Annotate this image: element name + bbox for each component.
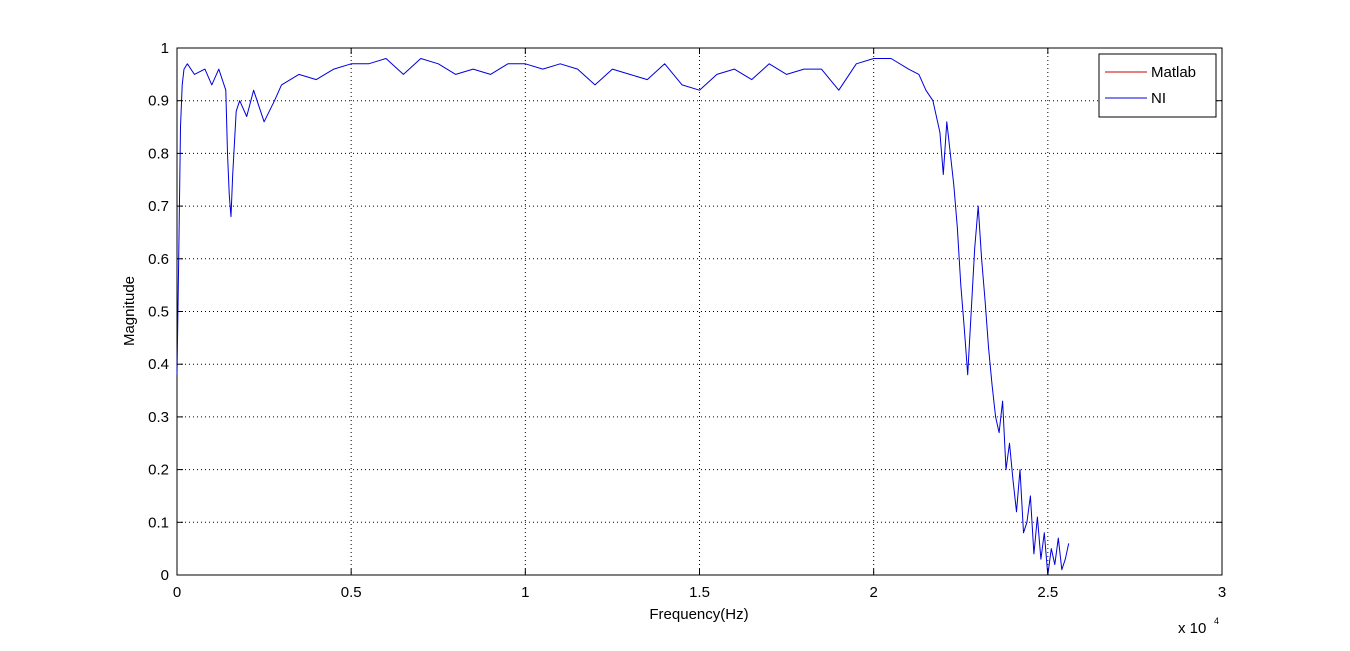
x-tick-label: 3 bbox=[1218, 584, 1226, 601]
y-tick-label: 0.4 bbox=[148, 356, 169, 373]
y-tick-label: 0.2 bbox=[148, 462, 169, 479]
x-axis-label: Frequency(Hz) bbox=[649, 606, 748, 623]
x-tick-label: 1 bbox=[521, 584, 529, 601]
legend-label-ni: NI bbox=[1151, 90, 1166, 107]
x-multiplier-exponent: 4 bbox=[1214, 616, 1219, 626]
data-layer bbox=[176, 58, 1070, 576]
grid bbox=[177, 48, 1222, 575]
y-tick-label: 0.1 bbox=[148, 514, 169, 531]
y-axis-label: Magnitude bbox=[121, 276, 138, 346]
y-tick-label: 0 bbox=[161, 567, 169, 584]
y-tick-label: 0.5 bbox=[148, 304, 169, 321]
x-tick-label: 0.5 bbox=[341, 584, 362, 601]
x-tick-label: 0 bbox=[173, 584, 181, 601]
y-tick-label: 0.3 bbox=[148, 409, 169, 426]
y-tick-label: 1 bbox=[161, 40, 169, 57]
axis-ticks: 0 0.5 1 1.5 2 2.5 3 0 0.1 0.2 0.3 0.4 0.5 0.6 0.7 0.8 0.… bbox=[148, 40, 1226, 601]
y-tick-label: 0.9 bbox=[148, 93, 169, 110]
legend-label-matlab: Matlab bbox=[1151, 64, 1196, 81]
x-multiplier-label: x 10 bbox=[1178, 620, 1206, 637]
series-line-ni bbox=[176, 58, 1070, 576]
x-tick-label: 2 bbox=[869, 584, 877, 601]
legend-box bbox=[1098, 53, 1217, 118]
legend: Matlab NI bbox=[1098, 53, 1217, 118]
y-tick-label: 0.6 bbox=[148, 251, 169, 268]
y-tick-label: 0.7 bbox=[148, 198, 169, 215]
x-tick-label: 1.5 bbox=[689, 584, 710, 601]
y-tick-label: 0.8 bbox=[148, 145, 169, 162]
x-tick-label: 2.5 bbox=[1037, 584, 1058, 601]
